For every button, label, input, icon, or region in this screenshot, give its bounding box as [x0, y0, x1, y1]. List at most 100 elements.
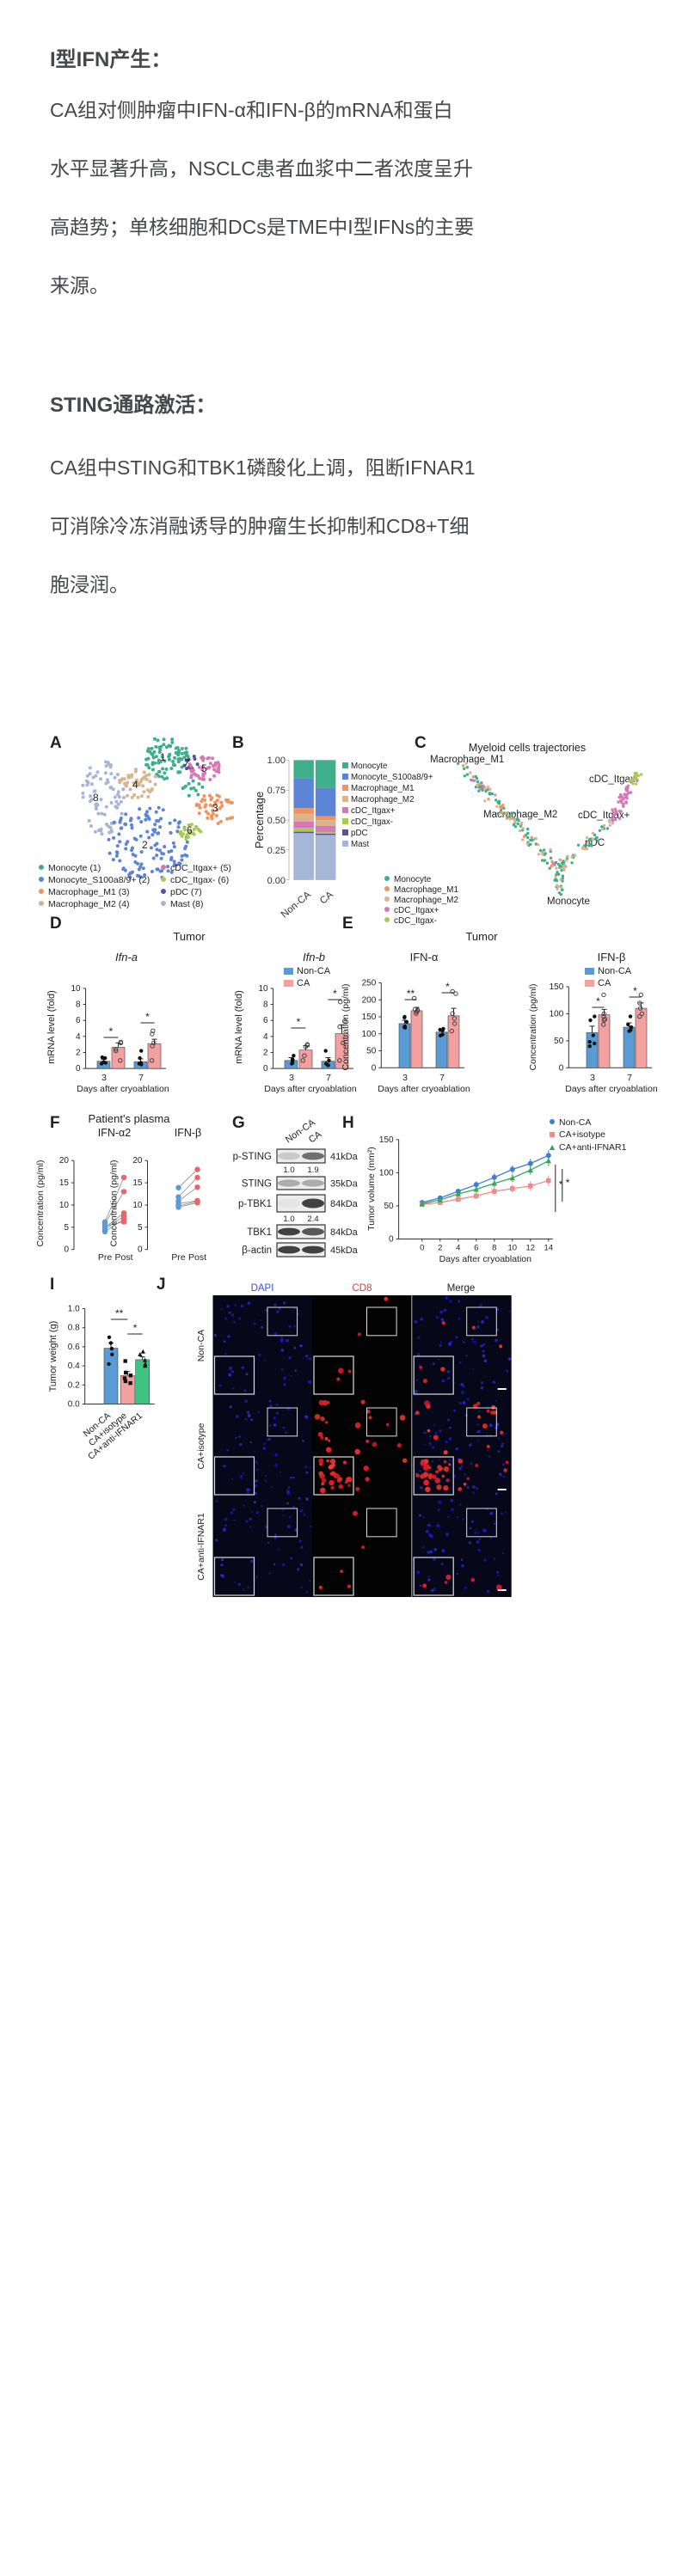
- svg-text:Days after cryoablation: Days after cryoablation: [264, 1084, 357, 1094]
- svg-text:Macrophage_M1: Macrophage_M1: [351, 784, 415, 793]
- svg-text:IFN-β: IFN-β: [175, 1127, 202, 1139]
- svg-text:I: I: [50, 1276, 54, 1294]
- svg-text:0: 0: [559, 1063, 564, 1073]
- svg-text:Percentage: Percentage: [253, 792, 266, 849]
- svg-text:45kDa: 45kDa: [330, 1245, 359, 1256]
- svg-text:0.75: 0.75: [267, 786, 286, 796]
- svg-text:CD8: CD8: [352, 1283, 372, 1294]
- svg-text:Non-CA: Non-CA: [196, 1330, 206, 1361]
- svg-text:G: G: [232, 1114, 245, 1132]
- svg-text:CA: CA: [297, 978, 310, 988]
- svg-text:CA: CA: [598, 978, 611, 988]
- svg-text:7: 7: [627, 1073, 632, 1083]
- svg-text:2: 2: [76, 1049, 81, 1058]
- svg-text:*: *: [596, 995, 600, 1007]
- svg-text:Non-CA: Non-CA: [297, 966, 331, 976]
- svg-text:10: 10: [59, 1201, 70, 1210]
- svg-text:*: *: [109, 1025, 114, 1037]
- svg-text:Days after cryoablation: Days after cryoablation: [378, 1084, 470, 1094]
- svg-text:*: *: [145, 1011, 150, 1023]
- svg-text:1.00: 1.00: [267, 756, 286, 766]
- svg-text:5: 5: [138, 1223, 143, 1233]
- svg-text:Macrophage_M2: Macrophage_M2: [483, 810, 557, 820]
- svg-text:14: 14: [544, 1244, 554, 1253]
- svg-text:12: 12: [526, 1244, 536, 1253]
- svg-text:10: 10: [508, 1244, 518, 1253]
- svg-text:cDC_Itgax+: cDC_Itgax+: [351, 806, 396, 816]
- svg-text:Post: Post: [114, 1252, 132, 1263]
- svg-text:**: **: [115, 1307, 124, 1319]
- svg-text:Tumor: Tumor: [465, 930, 498, 943]
- svg-text:cDC_Itgax-: cDC_Itgax-: [351, 817, 393, 827]
- svg-text:100: 100: [362, 1030, 377, 1039]
- svg-text:*: *: [633, 985, 637, 997]
- svg-text:C: C: [415, 734, 427, 752]
- svg-text:Mast: Mast: [351, 840, 370, 849]
- svg-text:**: **: [407, 988, 415, 1000]
- svg-text:Non-CA: Non-CA: [280, 890, 313, 921]
- svg-text:2: 2: [263, 1049, 268, 1058]
- svg-text:β-actin: β-actin: [242, 1245, 272, 1256]
- svg-text:Patient's plasma: Patient's plasma: [89, 1112, 171, 1125]
- svg-text:*: *: [297, 1016, 301, 1028]
- svg-text:7: 7: [138, 1073, 144, 1083]
- svg-text:Merge: Merge: [447, 1283, 476, 1294]
- svg-text:STING: STING: [242, 1179, 272, 1190]
- svg-text:200: 200: [362, 995, 377, 1005]
- svg-text:1.0: 1.0: [68, 1305, 80, 1314]
- svg-text:0.00: 0.00: [267, 876, 286, 886]
- svg-text:0: 0: [263, 1064, 268, 1074]
- svg-text:50: 50: [366, 1047, 377, 1056]
- svg-text:Macrophage_M1 (3): Macrophage_M1 (3): [48, 887, 130, 897]
- svg-text:8: 8: [93, 792, 99, 804]
- svg-text:mRNA level (fold): mRNA level (fold): [234, 990, 244, 1064]
- svg-text:8: 8: [492, 1244, 496, 1253]
- svg-text:H: H: [342, 1114, 354, 1132]
- svg-text:*: *: [333, 988, 337, 1000]
- svg-text:Ifn-a: Ifn-a: [115, 951, 138, 964]
- svg-text:2: 2: [438, 1244, 442, 1253]
- svg-text:20: 20: [59, 1156, 70, 1166]
- svg-text:DAPI: DAPI: [251, 1283, 274, 1294]
- svg-text:Tumor: Tumor: [173, 930, 206, 943]
- svg-text:F: F: [50, 1114, 60, 1132]
- svg-text:Monocyte_S100a8/9+: Monocyte_S100a8/9+: [351, 773, 433, 782]
- svg-text:CA: CA: [318, 890, 335, 907]
- svg-text:Concentration (pg/ml): Concentration (pg/ml): [341, 984, 351, 1071]
- svg-text:20: 20: [132, 1156, 143, 1166]
- svg-text:Days after cryoablation: Days after cryoablation: [439, 1254, 532, 1264]
- svg-text:8: 8: [76, 1000, 81, 1010]
- svg-text:50: 50: [384, 1202, 394, 1211]
- svg-text:3: 3: [590, 1073, 595, 1083]
- svg-text:4: 4: [76, 1032, 81, 1042]
- svg-text:TBK1: TBK1: [247, 1227, 272, 1238]
- svg-text:0.25: 0.25: [267, 846, 286, 856]
- svg-text:6: 6: [263, 1016, 268, 1025]
- svg-text:0.6: 0.6: [68, 1343, 80, 1352]
- svg-text:150: 150: [379, 1135, 394, 1145]
- svg-text:7: 7: [184, 758, 190, 768]
- svg-text:Monocyte (1): Monocyte (1): [48, 863, 101, 873]
- svg-text:Non-CA: Non-CA: [559, 1117, 591, 1128]
- svg-text:J: J: [157, 1276, 166, 1294]
- svg-text:E: E: [342, 915, 353, 933]
- svg-text:4: 4: [263, 1032, 268, 1042]
- svg-text:Macrophage_M2: Macrophage_M2: [394, 896, 458, 905]
- svg-text:pDC: pDC: [351, 829, 368, 838]
- svg-text:1.0: 1.0: [283, 1215, 294, 1224]
- svg-text:0: 0: [389, 1235, 394, 1245]
- svg-text:150: 150: [362, 1013, 377, 1022]
- svg-text:Monocyte: Monocyte: [394, 875, 432, 884]
- svg-text:0.4: 0.4: [68, 1361, 80, 1371]
- svg-text:IFN-α: IFN-α: [410, 951, 439, 964]
- svg-text:3: 3: [289, 1073, 294, 1083]
- svg-text:8: 8: [263, 1000, 268, 1010]
- svg-text:1: 1: [160, 751, 166, 763]
- svg-text:*: *: [133, 1322, 138, 1334]
- svg-text:Concentration (pg/ml): Concentration (pg/ml): [528, 984, 538, 1071]
- svg-text:CA+isotype: CA+isotype: [196, 1423, 206, 1469]
- svg-text:0.0: 0.0: [68, 1400, 80, 1410]
- svg-text:2: 2: [142, 839, 148, 851]
- svg-text:1.9: 1.9: [307, 1166, 318, 1175]
- svg-text:Monocyte: Monocyte: [547, 896, 590, 907]
